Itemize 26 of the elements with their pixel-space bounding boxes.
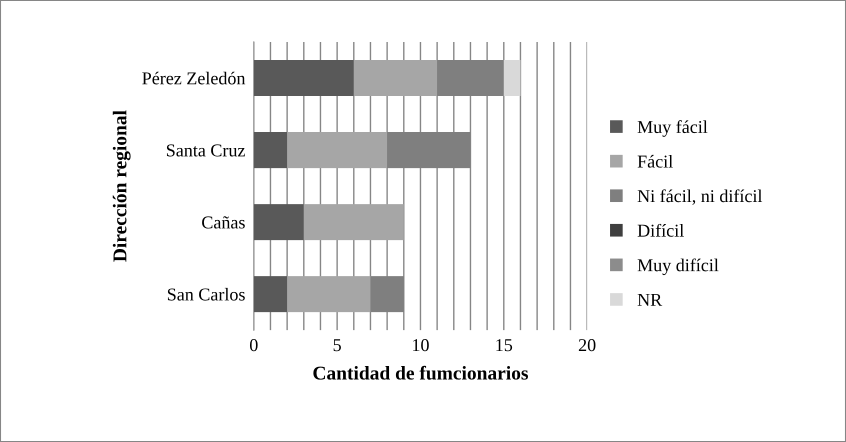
x-tick-label: 0 [250, 339, 258, 352]
bar [254, 132, 288, 168]
bar [254, 276, 288, 312]
legend-label: NR [638, 294, 662, 306]
legend-label: Ni fácil, ni difícil [638, 189, 762, 205]
y-axis-title: Dirección regional [112, 110, 131, 262]
x-tick-label: 5 [334, 339, 341, 352]
y-tick-label: San Carlos [168, 288, 245, 301]
legend-label: Muy fácil [638, 120, 708, 137]
legend-label: Muy difícil [638, 258, 719, 276]
bar [254, 204, 304, 240]
y-tick-label: Pérez Zeledón [142, 72, 246, 84]
x-tick-label: 10 [413, 339, 429, 352]
y-tick-label: Cañas [202, 216, 245, 229]
legend-label: Fácil [638, 154, 673, 168]
bar [287, 276, 370, 312]
bar [254, 60, 354, 96]
bar [504, 60, 520, 96]
legend-label: Difícil [638, 224, 684, 237]
bar [354, 60, 438, 96]
x-axis-title: Cantidad de fumcionarios [313, 366, 528, 380]
bar [287, 132, 388, 168]
x-tick-label: 20 [578, 339, 596, 352]
y-tick-label: Santa Cruz [166, 144, 245, 156]
x-tick-label: 15 [496, 339, 512, 352]
bar [304, 204, 404, 240]
